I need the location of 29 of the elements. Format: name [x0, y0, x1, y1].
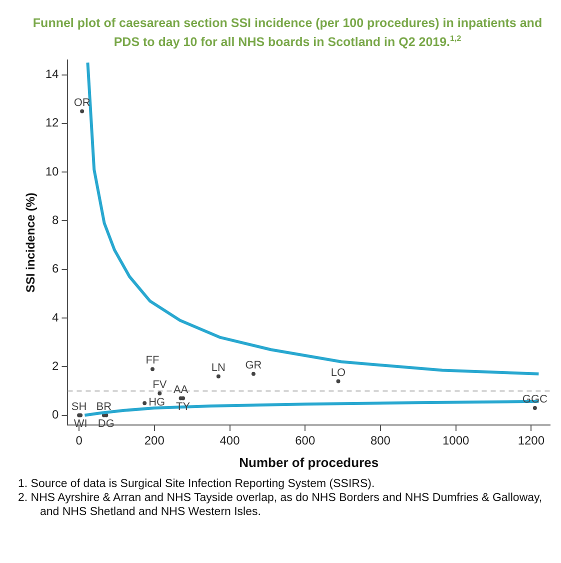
y-tick-label: 12 — [45, 116, 60, 130]
x-tick-label: 400 — [220, 434, 240, 448]
x-tick-label: 0 — [76, 434, 83, 448]
y-tick-label: 2 — [52, 359, 60, 374]
series-label: FV — [152, 379, 168, 392]
chart-title: Funnel plot of caesarean section SSI incidence (per 100 procedures) in inpatients and PDS to day 10 for all NHS boards in Scotland in Q2 2019.$^{1,2}$ — [32, 16, 544, 50]
series-label: LO — [330, 366, 346, 379]
series-label: SH — [71, 400, 87, 413]
x-tick-label: 1000 — [442, 434, 470, 448]
series-label: GR — [245, 360, 262, 372]
y-tick-label: 0 — [52, 408, 60, 422]
y-tick-label: 10 — [45, 164, 60, 179]
y-axis-title: SSI incidence (%) — [24, 192, 38, 293]
y-tick-label: 4 — [52, 310, 60, 324]
text: 2. NHS Ayrshire & Arran and NHS Tayside overlap, as do NHS Borders and NHS Dumfries & Galloway, and NHS Shetland and NHS Western Isles. — [18, 491, 544, 520]
y-tick-label: 8 — [52, 213, 60, 228]
text: 1. Source of data is Surgical Site Infection Reporting System (SSIRS). — [18, 477, 376, 492]
series-label: AA — [173, 384, 189, 396]
series-label: FF — [146, 354, 160, 367]
series-label: BR — [96, 400, 112, 413]
y-tick-label: 14 — [45, 67, 60, 82]
series-label: LN — [211, 362, 226, 374]
x-tick-label: 200 — [144, 434, 165, 448]
x-tick-label: 600 — [295, 434, 316, 448]
x-tick-label: 800 — [370, 434, 391, 448]
x-tick-label: 1200 — [518, 434, 545, 448]
x-axis-title: Number of procedures — [239, 454, 379, 470]
series-label: HG — [148, 396, 166, 409]
y-tick-label: 6 — [52, 262, 60, 276]
